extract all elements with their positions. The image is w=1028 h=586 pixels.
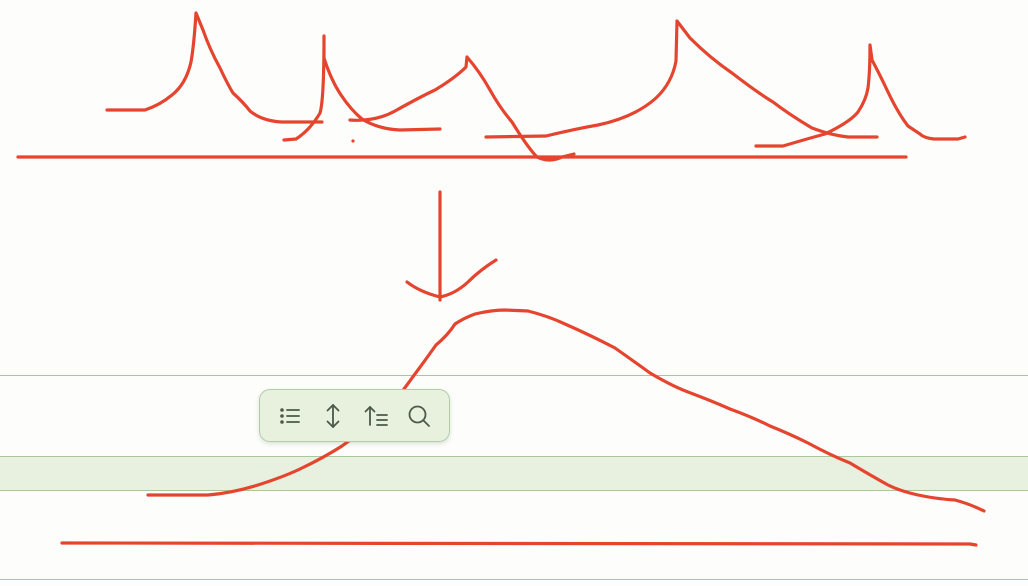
search-icon: [408, 405, 431, 427]
list-button[interactable]: [272, 398, 308, 434]
vertical-resize-button[interactable]: [315, 398, 351, 434]
arrow-stroke: [405, 190, 498, 302]
vertical-resize-icon: [326, 403, 340, 428]
sort-lines-icon: [364, 405, 389, 426]
top-peak-strokes: [105, 11, 967, 162]
search-button[interactable]: [401, 398, 437, 434]
list-icon: [279, 407, 300, 424]
bottom-axis-stroke: [60, 541, 978, 547]
sort-lines-button[interactable]: [358, 398, 394, 434]
band-line-bottom: [0, 579, 1028, 580]
band-line-top: [0, 375, 1028, 376]
floating-toolbar: [259, 389, 450, 442]
band-highlight: [0, 456, 1028, 491]
